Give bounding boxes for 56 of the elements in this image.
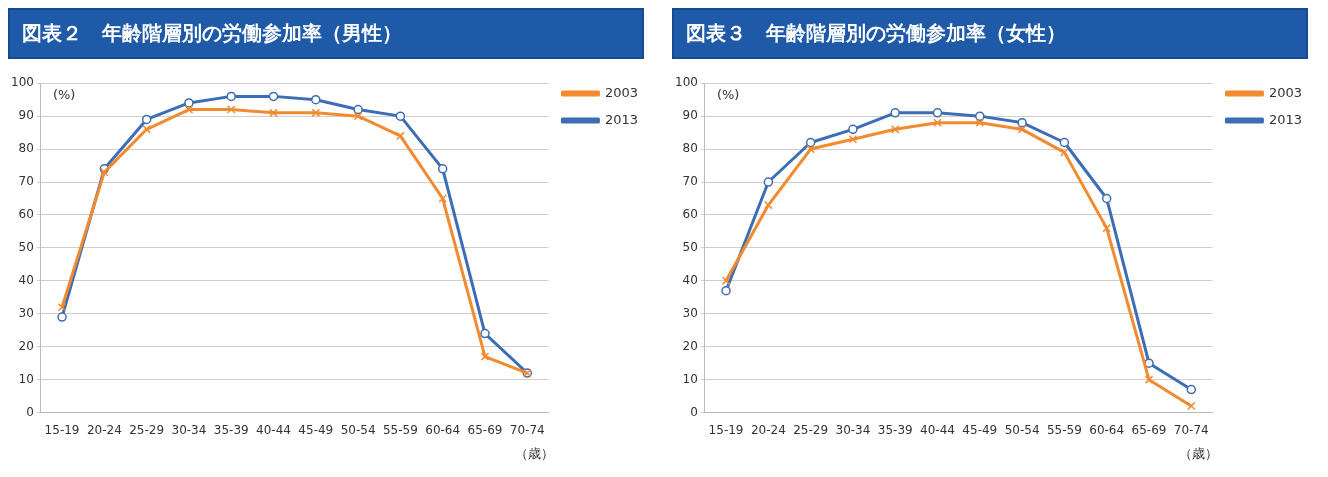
y-tick-label: 10 — [682, 371, 698, 386]
legend-label: 2003 — [604, 84, 639, 100]
x-tick-label: 70-74 — [1173, 422, 1209, 437]
y-tick-label: 70 — [18, 174, 34, 189]
x-tick-label: 25-29 — [129, 422, 165, 437]
x-tick-label: 45-49 — [962, 422, 998, 437]
y-tick-label: 80 — [682, 141, 698, 156]
y-tick-label: 90 — [18, 108, 34, 123]
y-tick-label: 90 — [682, 108, 698, 123]
y-tick-label: 30 — [18, 305, 34, 320]
x-axis-title: （歳） — [1179, 445, 1219, 461]
y-tick-label: 80 — [18, 141, 34, 156]
x-tick-label: 50-54 — [1004, 422, 1040, 437]
y-tick-label: 30 — [682, 305, 698, 320]
y-axis-title: (%) — [716, 87, 740, 103]
x-tick-label: 35-39 — [877, 422, 913, 437]
y-tick-label: 40 — [682, 272, 698, 287]
chart-title: 図表３ 年齢階層別の労働参加率（女性） — [672, 8, 1308, 59]
x-axis-title: （歳） — [515, 445, 555, 461]
x-tick-label: 25-29 — [793, 422, 829, 437]
legend-label: 2013 — [1268, 111, 1303, 127]
x-tick-label: 65-69 — [467, 422, 503, 437]
x-tick-label: 15-19 — [44, 422, 80, 437]
x-tick-label: 60-64 — [1089, 422, 1125, 437]
x-tick-label: 55-59 — [1046, 422, 1082, 437]
y-tick-label: 50 — [682, 240, 698, 255]
x-tick-label: 30-34 — [171, 422, 207, 437]
x-tick-label: 45-49 — [298, 422, 334, 437]
y-tick-label: 50 — [18, 240, 34, 255]
y-tick-label: 70 — [682, 174, 698, 189]
y-tick-label: 20 — [682, 338, 698, 353]
y-tick-label: 100 — [675, 75, 698, 90]
x-tick-label: 15-19 — [708, 422, 744, 437]
x-tick-label: 20-24 — [750, 422, 786, 437]
legend-label: 2013 — [604, 111, 639, 127]
x-tick-label: 20-24 — [86, 422, 122, 437]
y-tick-label: 60 — [18, 207, 34, 222]
x-tick-label: 35-39 — [213, 422, 249, 437]
x-tick-label: 30-34 — [835, 422, 871, 437]
x-tick-label: 50-54 — [340, 422, 376, 437]
y-tick-label: 0 — [690, 404, 698, 419]
x-tick-label: 40-44 — [920, 422, 955, 437]
x-tick-label: 70-74 — [509, 422, 545, 437]
legend-label: 2003 — [1268, 84, 1303, 100]
x-tick-label: 65-69 — [1131, 422, 1167, 437]
y-tick-label: 0 — [26, 404, 34, 419]
x-tick-label: 60-64 — [425, 422, 461, 437]
x-tick-label: 40-44 — [256, 422, 291, 437]
chart-title: 図表２ 年齢階層別の労働参加率（男性） — [8, 8, 644, 59]
x-tick-label: 55-59 — [382, 422, 418, 437]
y-axis-title: (%) — [52, 87, 76, 103]
y-tick-label: 20 — [18, 338, 34, 353]
y-tick-label: 10 — [18, 371, 34, 386]
y-tick-label: 60 — [682, 207, 698, 222]
y-tick-label: 100 — [11, 75, 34, 90]
y-tick-label: 40 — [18, 272, 34, 287]
